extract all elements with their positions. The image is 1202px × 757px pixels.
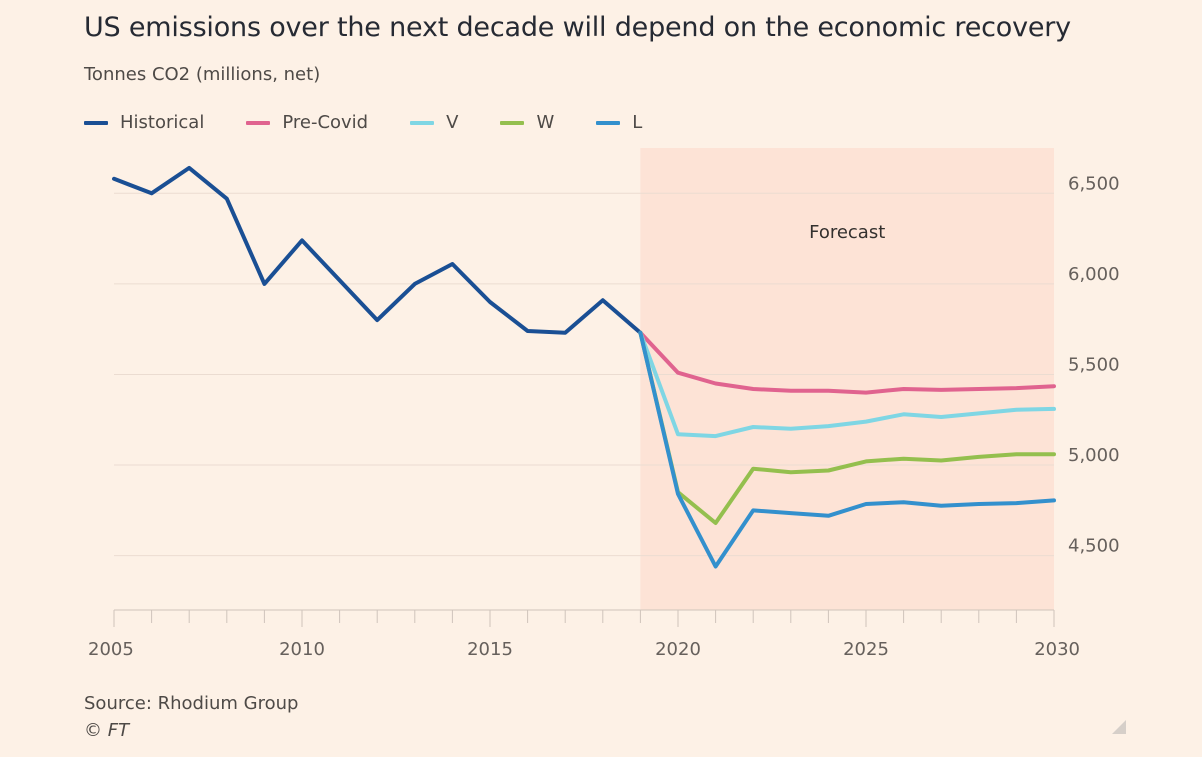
forecast-label: Forecast	[809, 222, 885, 243]
x-tick-label-2020: 2020	[655, 639, 701, 660]
gridlines	[114, 192, 1054, 557]
tick-labels: 2005 2010 2015 2020 2025 2030 4,500 5,000 5,500 6…	[88, 173, 1120, 660]
legend-item-l: L	[596, 112, 642, 133]
y-tick-label-5000: 5,000	[1068, 445, 1120, 466]
legend-label-l: L	[632, 112, 643, 133]
legend-item-pre-covid: Pre-Covid	[246, 112, 368, 133]
x-tick-label-2030: 2030	[1034, 639, 1080, 660]
copyright-note: © FT	[84, 720, 130, 741]
chart-subtitle: Tonnes CO2 (millions, net)	[84, 64, 321, 85]
x-tick-label-2005: 2005	[88, 639, 134, 660]
chart-title: US emissions over the next decade will d…	[84, 12, 1071, 43]
legend-swatch-w	[500, 120, 525, 125]
series-line-l	[638, 330, 1056, 569]
legend-swatch-pre-covid	[246, 120, 271, 125]
x-tick-label-2025: 2025	[843, 639, 889, 660]
legend-swatch-l	[596, 120, 621, 125]
series-line-historical	[112, 165, 643, 335]
legend-label-historical: Historical	[120, 112, 205, 133]
series-line-v	[638, 330, 1056, 439]
legend-label-w: W	[536, 112, 555, 133]
legend-item-v: V	[410, 112, 458, 133]
legend-label-v: V	[446, 112, 459, 133]
resize-handle-icon	[1112, 720, 1126, 734]
y-tick-label-6000: 6,000	[1068, 264, 1120, 285]
legend-swatch-historical	[84, 120, 108, 125]
forecast-region-layer: Forecast	[640, 148, 1054, 610]
x-tick-label-2015: 2015	[467, 639, 513, 660]
y-tick-label-6500: 6,500	[1068, 173, 1120, 194]
legend: Historical Pre-Covid V W L	[84, 112, 684, 133]
y-tick-label-4500: 4,500	[1068, 536, 1120, 557]
series-line-w	[638, 330, 1056, 525]
x-axis	[113, 609, 1055, 627]
series-line-pre-covid	[638, 330, 1056, 395]
legend-item-w: W	[500, 112, 554, 133]
legend-label-pre-covid: Pre-Covid	[282, 112, 369, 133]
series-lines	[112, 165, 1056, 569]
legend-item-historical: Historical	[84, 112, 204, 133]
x-tick-label-2010: 2010	[279, 639, 325, 660]
source-note: Source: Rhodium Group	[84, 693, 299, 714]
legend-swatch-v	[410, 120, 435, 125]
forecast-region	[640, 148, 1054, 610]
y-tick-label-5500: 5,500	[1068, 354, 1120, 375]
